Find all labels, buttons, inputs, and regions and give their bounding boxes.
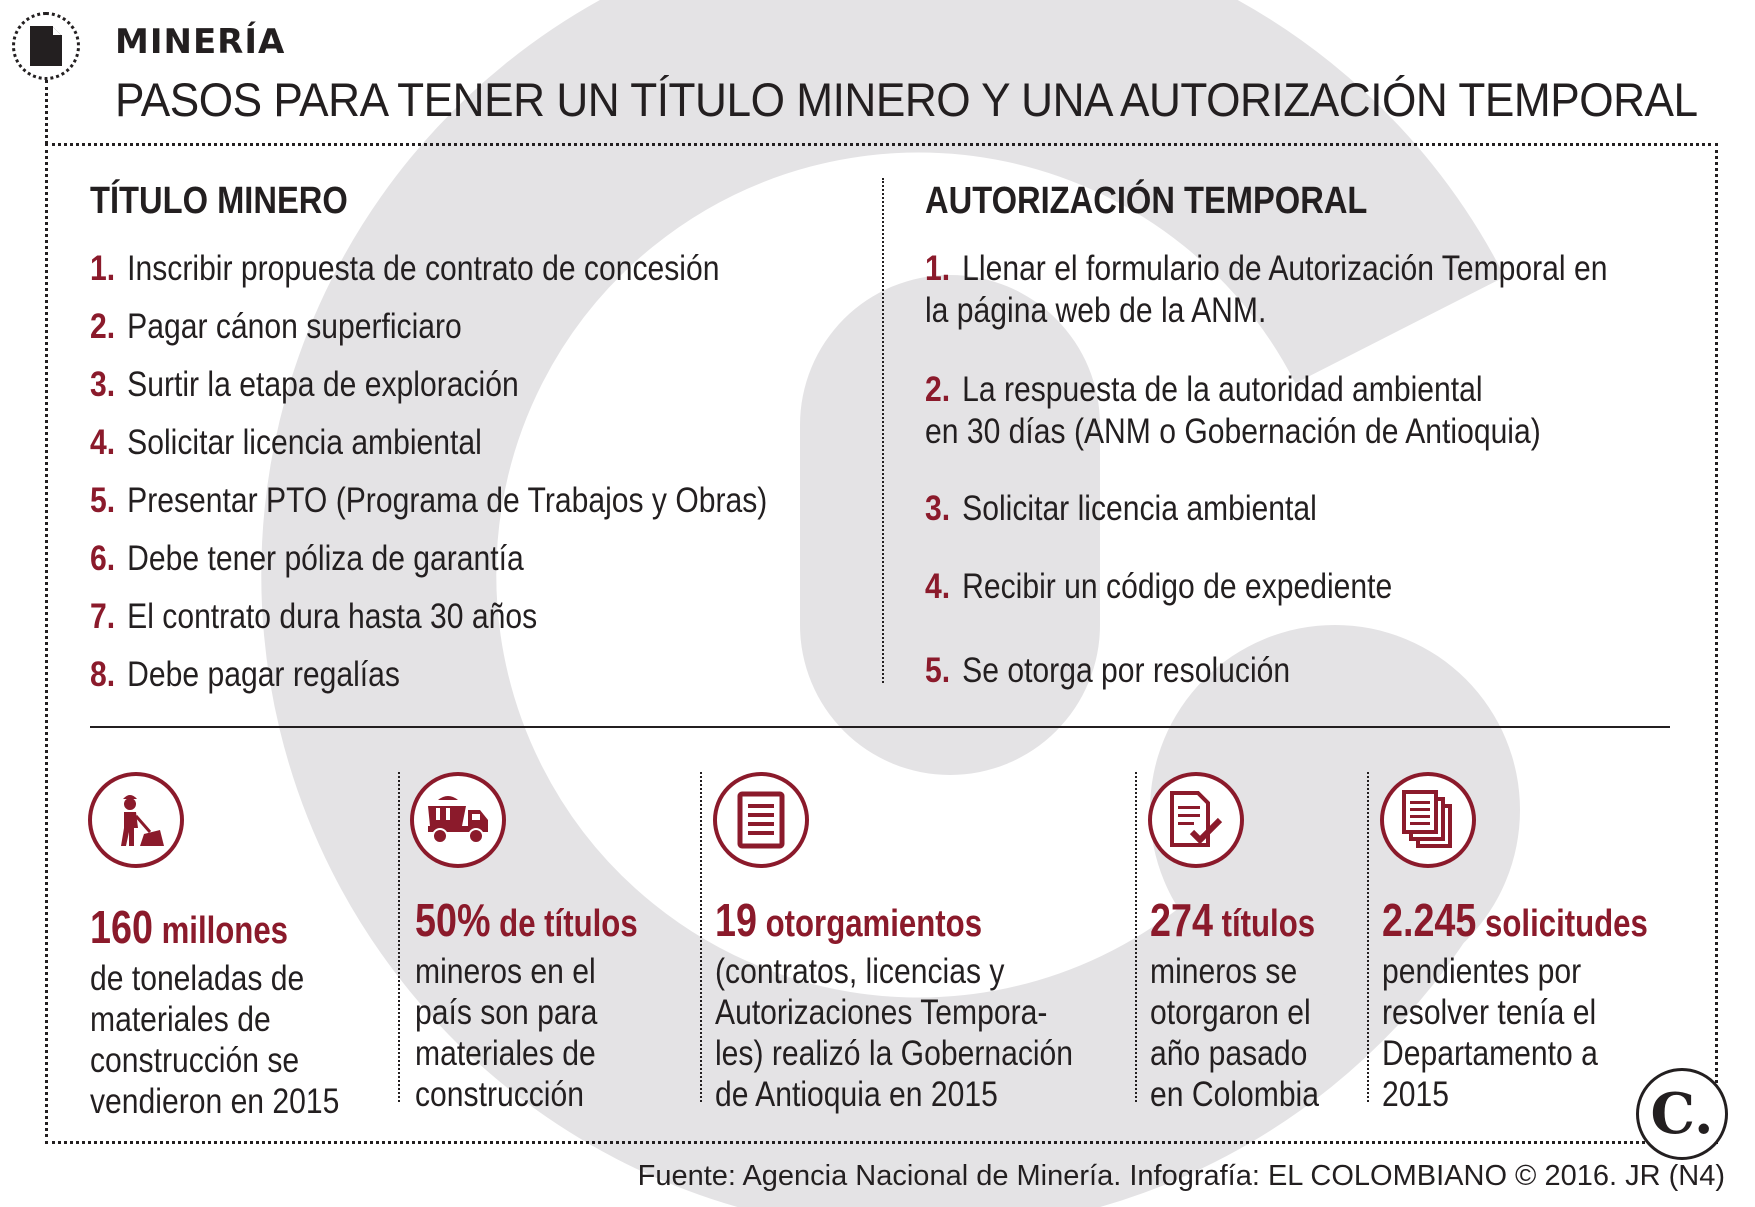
list-document-icon (713, 772, 809, 868)
autorizacion-step: 1. Llenar el formulario de Autorización T… (925, 249, 1608, 330)
stat-description: (contratos, licencias y Autorizaciones Te… (715, 952, 1074, 1114)
autorizacion-step: 2. La respuesta de la autoridad ambiental… (925, 370, 1541, 451)
stat-headline: 2.245 solicitudes (1382, 894, 1648, 946)
stacked-documents-icon (1380, 772, 1476, 868)
stat-block: 274 títulos mineros se otorgaron el año pa… (1150, 893, 1351, 1115)
section-separator (90, 726, 1670, 728)
titulo-step: 4. Solicitar licencia ambiental (90, 423, 482, 462)
stat-divider (398, 772, 400, 1102)
titulo-step: 6. Debe tener póliza de garantía (90, 539, 524, 578)
titulo-step: 2. Pagar cánon superficiaro (90, 307, 462, 346)
el-colombiano-logo: C. (1636, 1068, 1728, 1160)
titulo-step: 3. Surtir la etapa de exploración (90, 365, 519, 404)
autorizacion-step: 4. Recibir un código de expediente (925, 567, 1393, 606)
dump-truck-icon (410, 772, 506, 868)
stat-headline: 274 títulos (1150, 894, 1316, 946)
titulo-step: 7. El contrato dura hasta 30 años (90, 597, 538, 636)
stat-block: 160 millones de toneladas de materiales d… (90, 900, 380, 1122)
stat-divider (1367, 772, 1369, 1102)
stat-headline: 19 otorgamientos (715, 894, 983, 946)
stat-description: mineros en el país son para materiales de c… (415, 952, 598, 1114)
stat-description: de toneladas de materiales de construcción… (90, 959, 340, 1121)
column-divider (882, 178, 884, 683)
section-kicker: MINERÍA (115, 22, 286, 62)
content-frame (45, 143, 1718, 1144)
miner-shovel-icon (88, 772, 184, 868)
titulo-step: 8. Debe pagar regalías (90, 655, 400, 694)
stat-block: 50% de títulos mineros en el país son par… (415, 893, 687, 1115)
stat-block: 2.245 solicitudes pendientes por resolver… (1382, 893, 1706, 1115)
document-icon (12, 12, 80, 80)
stat-headline: 50% de títulos (415, 894, 638, 946)
autorizacion-step: 3. Solicitar licencia ambiental (925, 489, 1317, 528)
stat-description: mineros se otorgaron el año pasado en Colom… (1150, 952, 1319, 1114)
titulo-step: 5. Presentar PTO (Programa de Trabajos y … (90, 481, 768, 520)
autorizacion-temporal-title: AUTORIZACIÓN TEMPORAL (925, 180, 1368, 222)
header-connector (45, 80, 48, 144)
stat-headline: 160 millones (90, 901, 289, 953)
stat-block: 19 otorgamientos (contratos, licencias y… (715, 893, 1131, 1115)
source-credit: Fuente: Agencia Nacional de Minería. Inf… (637, 1160, 1725, 1192)
titulo-minero-title: TÍTULO MINERO (90, 180, 348, 222)
stat-description: pendientes por resolver tenía el Departame… (1382, 952, 1598, 1114)
autorizacion-step: 5. Se otorga por resolución (925, 651, 1291, 690)
titulo-step: 1. Inscribir propuesta de contrato de con… (90, 249, 720, 288)
stat-divider (700, 772, 702, 1102)
stat-divider (1135, 772, 1137, 1102)
page-title: PASOS PARA TENER UN TÍTULO MINERO Y UNA … (115, 73, 1698, 126)
checked-document-icon (1148, 772, 1244, 868)
